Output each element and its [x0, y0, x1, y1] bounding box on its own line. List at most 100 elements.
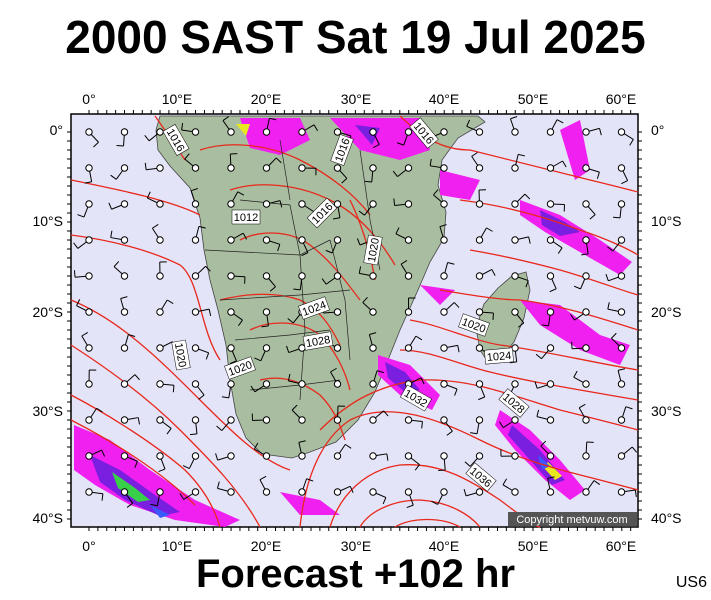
station-circle — [440, 272, 448, 280]
wind-barb-feather — [549, 288, 557, 293]
wind-barb-feather — [158, 468, 166, 473]
wind-barb-feather — [541, 324, 549, 327]
lon-label-top-60e: 60°E — [606, 91, 637, 107]
wind-barb-feather — [179, 493, 185, 500]
wind-barb-feather — [110, 230, 113, 238]
station-circle — [440, 380, 448, 388]
station-circle — [511, 128, 519, 136]
wind-barb-feather — [182, 465, 190, 470]
wind-barb-feather — [386, 453, 389, 461]
wind-barb-feather — [152, 224, 159, 229]
station-circle — [262, 416, 271, 424]
station-circle — [511, 416, 519, 424]
wind-barb-feather — [229, 360, 237, 365]
station-circle — [475, 236, 484, 244]
wind-barb-feather — [536, 409, 540, 417]
isobar-label-1020-c: 1020 — [172, 342, 188, 368]
wind-barb-feather — [395, 227, 400, 235]
station-circle — [227, 380, 235, 388]
wind-barb-feather — [470, 432, 478, 435]
wind-barb-feather — [221, 396, 229, 399]
wind-barb-feather — [76, 299, 81, 306]
wind-barb-feather — [113, 261, 120, 267]
wind-barb-feather — [400, 259, 408, 265]
station-circle — [298, 416, 306, 424]
station-circle — [404, 488, 413, 496]
top-longitude-labels: 0° 10°E 20°E 30°E 40°E 50°E 60°E — [82, 91, 636, 107]
wind-barb-feather — [491, 269, 496, 276]
lat-label-right-0: 0° — [651, 122, 664, 138]
station-circle — [298, 164, 306, 172]
wind-barb-feather — [269, 117, 277, 121]
station-circle — [333, 452, 342, 460]
wind-barb-feather — [406, 504, 414, 509]
wind-barb-feather — [439, 224, 447, 228]
station-circle — [298, 488, 306, 496]
wind-barb-feather — [499, 421, 504, 428]
station-circle — [369, 164, 377, 172]
wind-barb-feather — [621, 180, 628, 185]
wind-barb-feather — [198, 394, 205, 400]
wind-barb-feather — [421, 421, 423, 429]
lat-label-left-0: 0° — [50, 122, 63, 138]
station-circle — [85, 452, 93, 460]
wind-barb-feather — [562, 160, 567, 168]
station-circle — [333, 380, 342, 388]
bottom-longitude-labels: 0° 10°E 20°E 30°E 40°E 50°E 60°E — [82, 538, 636, 554]
lat-label-right-30s: 30°S — [651, 403, 682, 419]
station-circle — [262, 236, 271, 244]
isobar-label-1020-a: 1020 — [366, 237, 382, 263]
station-circle — [369, 200, 377, 208]
wind-barb-feather — [216, 481, 220, 489]
wind-barb-feather — [332, 217, 341, 220]
wind-barb-feather — [144, 135, 150, 142]
station-circle — [511, 380, 519, 388]
wind-barb-feather — [593, 480, 601, 485]
lon-label-bottom-0: 0° — [82, 538, 95, 554]
wind-barb-feather — [306, 478, 314, 482]
station-circle — [156, 128, 164, 136]
wind-barb-feather — [146, 191, 151, 199]
station-circle — [85, 488, 93, 496]
station-circle — [546, 308, 555, 316]
station-circle — [582, 164, 590, 172]
lat-label-left-30s: 30°S — [32, 403, 63, 419]
station-circle — [227, 452, 235, 460]
wind-barb-feather — [599, 128, 602, 136]
station-circle — [227, 236, 235, 244]
station-circle — [475, 380, 484, 388]
station-circle — [156, 416, 164, 424]
station-circle — [262, 164, 271, 172]
wind-barb-feather — [250, 385, 256, 393]
station-circle — [617, 200, 626, 208]
right-latitude-labels: 0° 10°S 20°S 30°S 40°S — [651, 122, 682, 526]
lon-label-bottom-20e: 20°E — [251, 538, 282, 554]
wind-barb-feather — [433, 189, 439, 196]
station-circle — [582, 380, 590, 388]
isobar-label-1028-a: 1028 — [305, 334, 331, 350]
wind-barb-feather — [110, 174, 117, 180]
wind-barb-feather — [73, 242, 79, 249]
station-circle — [475, 200, 484, 208]
wind-barb-feather — [356, 238, 361, 246]
wind-barb-feather — [205, 265, 211, 272]
station-circle — [85, 236, 93, 244]
country-borders — [204, 139, 381, 401]
wind-barb-feather — [605, 274, 609, 281]
station-circle — [582, 128, 590, 136]
wind-barb-feather — [254, 357, 262, 362]
wind-barb-feather — [570, 314, 575, 321]
wind-barb-feather — [205, 352, 210, 360]
station-circle — [191, 164, 200, 172]
station-circle — [582, 488, 590, 496]
wind-barb-feather — [376, 370, 384, 374]
station-circle — [156, 308, 164, 316]
station-circle — [156, 164, 164, 172]
wind-barb-feather — [392, 170, 398, 177]
wind-barb-feather — [287, 373, 291, 381]
wind-barb-feather — [321, 278, 327, 285]
station-circle — [617, 380, 626, 388]
station-circle — [404, 308, 413, 316]
wind-barb-feather — [447, 261, 455, 265]
wind-barb-feather — [457, 345, 460, 353]
